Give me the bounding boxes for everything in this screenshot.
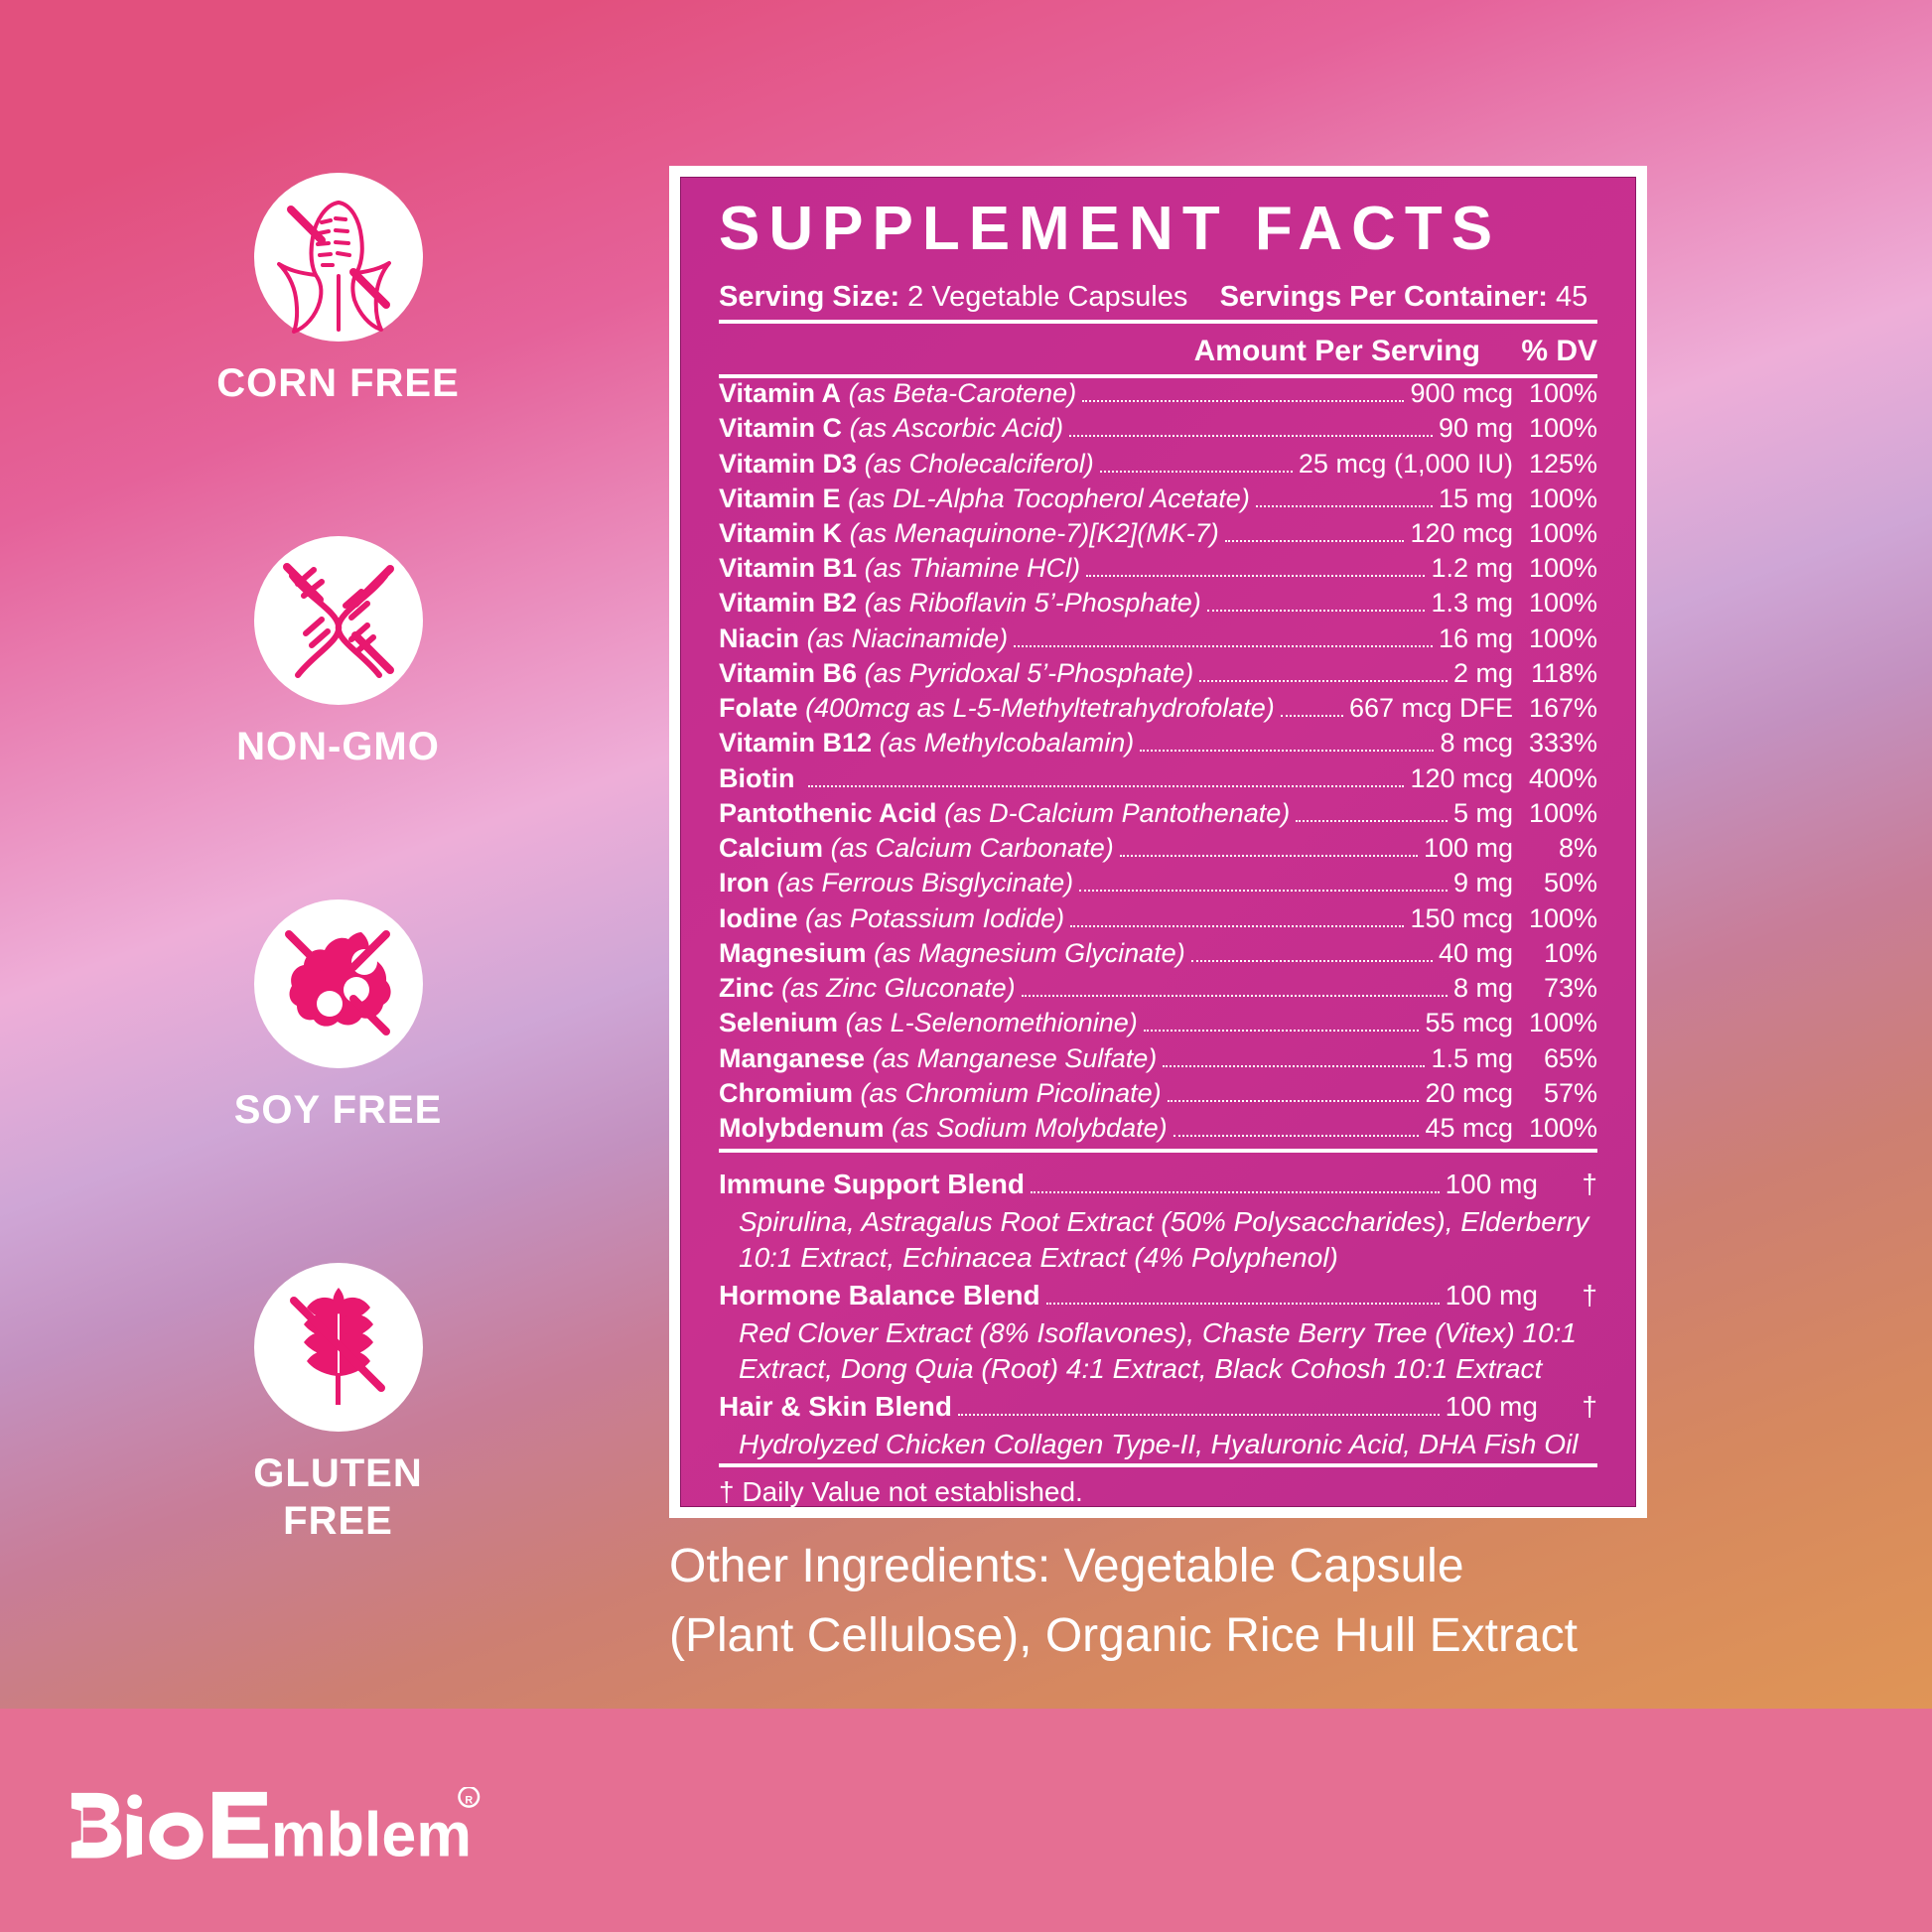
svg-text:mblem: mblem <box>271 1801 472 1861</box>
svg-text:R: R <box>465 1795 473 1807</box>
